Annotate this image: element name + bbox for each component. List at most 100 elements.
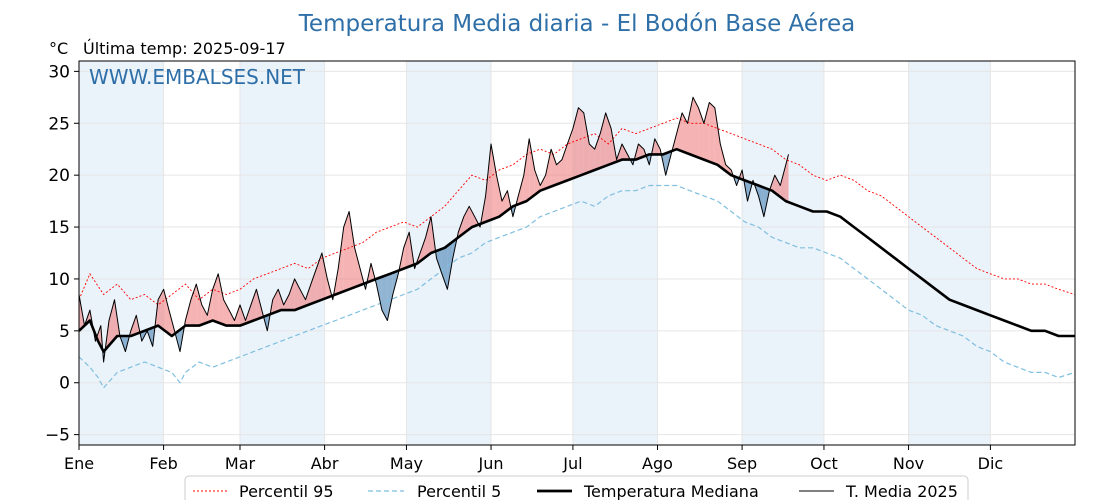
deviation-fill bbox=[709, 102, 715, 164]
unit-label: °C bbox=[49, 39, 68, 58]
deviation-fill bbox=[256, 289, 262, 320]
deviation-fill bbox=[502, 190, 508, 215]
deviation-fill bbox=[491, 144, 497, 220]
series-lines bbox=[78, 96, 1076, 389]
series-line-median bbox=[78, 147, 1075, 353]
deviation-fill bbox=[463, 206, 470, 234]
legend-label-p5: Percentil 5 bbox=[417, 482, 501, 500]
deviation-fill bbox=[693, 97, 699, 158]
x-tick-label: May bbox=[390, 454, 423, 473]
x-tick-label: Jul bbox=[562, 454, 582, 473]
deviation-fill bbox=[638, 144, 644, 159]
legend-box bbox=[184, 475, 969, 500]
x-tick-label: Oct bbox=[810, 454, 838, 473]
deviation-fill bbox=[534, 170, 541, 195]
y-tick-label: 30 bbox=[48, 62, 70, 82]
deviation-fill bbox=[229, 310, 235, 326]
month-band bbox=[79, 61, 164, 445]
deviation-fill bbox=[223, 299, 230, 326]
deviation-fill bbox=[714, 107, 721, 167]
series-line-2025 bbox=[78, 96, 789, 363]
deviation-fill bbox=[387, 272, 393, 321]
chart-title: Temperatura Media diaria - El Bodón Base… bbox=[298, 11, 855, 37]
last-temp-label: Última temp: 2025-09-17 bbox=[83, 39, 286, 58]
y-tick-label: 15 bbox=[48, 218, 70, 238]
series-line-p5 bbox=[78, 184, 1076, 389]
deviation-fill bbox=[682, 112, 688, 154]
deviation-fill bbox=[562, 144, 568, 183]
legend: Percentil 95 Percentil 5 Temperatura Med… bbox=[184, 475, 969, 500]
deviation-fill bbox=[594, 133, 601, 170]
deviation-fill bbox=[529, 138, 535, 199]
deviation-fill bbox=[540, 175, 546, 191]
legend-label-median: Temperatura Mediana bbox=[583, 482, 759, 500]
deviation-fill bbox=[780, 164, 786, 202]
deviation-fill bbox=[310, 268, 317, 304]
legend-label-current: T. Media 2025 bbox=[845, 482, 958, 500]
deviation-fill bbox=[785, 154, 789, 203]
deviation-fill bbox=[654, 138, 661, 155]
y-tick-label: 5 bbox=[59, 322, 70, 342]
deviation-fill bbox=[545, 149, 552, 189]
x-axis: Ene Feb Mar Abr May Jun Jul Ago Sep Oct Nov Dic bbox=[64, 445, 1003, 473]
deviation-fill bbox=[469, 206, 475, 230]
deviation-fill bbox=[300, 289, 306, 308]
plot-frame bbox=[78, 60, 1076, 446]
x-tick-label: Ago bbox=[642, 454, 673, 473]
deviation-fill bbox=[703, 102, 710, 162]
deviation-fill bbox=[485, 144, 491, 222]
deviation-fill bbox=[278, 289, 284, 312]
y-tick-label: 20 bbox=[48, 166, 70, 186]
deviation-fill bbox=[518, 175, 524, 205]
deviation-fill bbox=[349, 211, 355, 290]
deviation-fill bbox=[551, 149, 557, 187]
month-band bbox=[239, 61, 325, 445]
x-tick-label: Dic bbox=[978, 454, 1004, 473]
month-band bbox=[908, 61, 991, 445]
legend-label-p95: Percentil 95 bbox=[239, 482, 334, 500]
deviation-fill bbox=[96, 325, 101, 347]
month-bands bbox=[79, 61, 991, 445]
deviation-fill bbox=[354, 247, 361, 288]
deviation-fill bbox=[523, 138, 530, 203]
deviation-fill bbox=[196, 284, 202, 326]
y-axis: −5 0 5 10 15 20 25 30 bbox=[45, 62, 79, 446]
deviation-fill bbox=[283, 294, 290, 311]
deviation-fill bbox=[109, 299, 115, 346]
deviation-fill bbox=[496, 175, 502, 218]
deviation-fill bbox=[403, 232, 410, 269]
month-band bbox=[742, 61, 824, 445]
deviation-fill bbox=[572, 107, 579, 179]
deviation-fill bbox=[758, 185, 764, 217]
series-line-p95 bbox=[78, 117, 1076, 306]
deviation-fill bbox=[321, 253, 328, 300]
deviation-fill bbox=[420, 237, 426, 262]
deviation-fill bbox=[687, 97, 693, 156]
deviation-fill bbox=[676, 112, 683, 152]
deviation-fill bbox=[583, 112, 590, 175]
deviation-fill bbox=[338, 227, 344, 294]
deviation-fill bbox=[441, 245, 448, 290]
deviation-fill bbox=[250, 289, 257, 322]
deviation-fill bbox=[218, 273, 224, 325]
deviation-fill bbox=[589, 144, 595, 172]
x-tick-label: Feb bbox=[149, 454, 177, 473]
watermark: WWW.EMBALSES.NET bbox=[89, 65, 306, 89]
deviation-fill bbox=[436, 248, 442, 274]
deviation-fill bbox=[305, 284, 311, 306]
x-tick-label: Nov bbox=[893, 454, 924, 473]
x-tick-label: Mar bbox=[225, 454, 256, 473]
deviation-fill bbox=[556, 159, 562, 185]
deviation-fill bbox=[272, 289, 279, 314]
deviation-fill bbox=[201, 304, 208, 325]
deviation-fill bbox=[774, 175, 781, 197]
deviation-fill bbox=[190, 284, 197, 326]
deviation-fill bbox=[343, 211, 350, 292]
deviation-fill bbox=[578, 107, 584, 177]
x-tick-label: Abr bbox=[311, 454, 339, 473]
deviation-fill bbox=[381, 274, 388, 321]
month-band bbox=[572, 61, 658, 445]
x-tick-label: Sep bbox=[727, 454, 757, 473]
y-tick-label: −5 bbox=[45, 426, 70, 446]
